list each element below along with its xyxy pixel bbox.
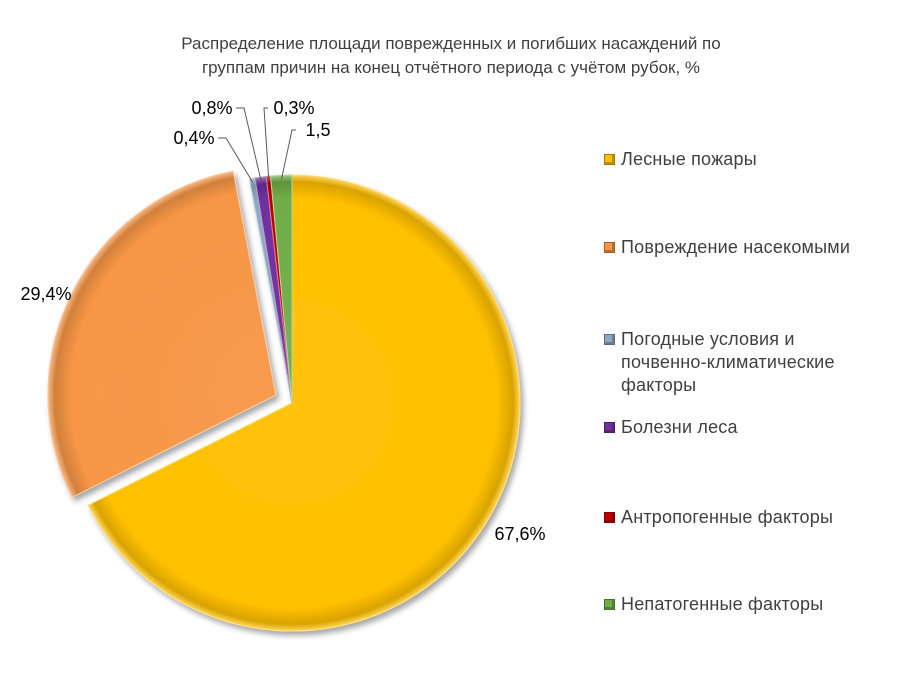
data-label: 0,8% bbox=[191, 98, 232, 118]
legend-label-line: Повреждение насекомыми bbox=[621, 237, 851, 257]
data-label: 1,5 bbox=[305, 120, 330, 140]
legend-label: Болезни леса bbox=[621, 416, 738, 439]
data-label: 67,6% bbox=[494, 524, 545, 544]
legend-item: Болезни леса bbox=[604, 416, 894, 439]
legend-label-line: факторы bbox=[621, 375, 697, 395]
legend-item: Лесные пожары bbox=[604, 148, 894, 171]
legend-swatch bbox=[604, 512, 615, 523]
legend-swatch bbox=[604, 422, 615, 433]
data-label: 0,3% bbox=[273, 98, 314, 118]
pie-slice bbox=[47, 170, 277, 498]
leader-line bbox=[236, 107, 262, 182]
legend-label-line: Непатогенные факторы bbox=[621, 594, 824, 614]
legend-swatch bbox=[604, 154, 615, 165]
legend-item: Повреждение насекомыми bbox=[604, 236, 894, 259]
pie-slice bbox=[87, 174, 521, 632]
data-label: 0,4% bbox=[173, 128, 214, 148]
pie-slice bbox=[269, 174, 293, 404]
legend-item: Непатогенные факторы bbox=[604, 593, 894, 616]
data-label: 29,4% bbox=[20, 284, 71, 304]
chart-title: Распределение площади поврежденных и пог… bbox=[0, 32, 902, 80]
legend-label: Погодные условия и почвенно-климатические… bbox=[621, 328, 835, 397]
legend-swatch bbox=[604, 242, 615, 253]
legend-label: Непатогенные факторы bbox=[621, 593, 823, 616]
legend-swatch bbox=[604, 334, 615, 345]
legend-swatch bbox=[604, 599, 615, 610]
legend-item: Погодные условия и почвенно-климатические… bbox=[604, 328, 894, 397]
leader-line bbox=[263, 107, 270, 181]
legend-label-line: Погодные условия и bbox=[621, 329, 795, 349]
chart-title-line: группам причин на конец отчётного период… bbox=[201, 58, 701, 77]
legend-label-line: Лесные пожары bbox=[621, 149, 757, 169]
legend-label: Лесные пожары bbox=[621, 148, 757, 171]
legend-label-line: почвенно-климатические bbox=[621, 352, 835, 372]
leader-line bbox=[218, 137, 254, 183]
legend-label-line: Антропогенные факторы bbox=[621, 507, 834, 527]
legend-item: Антропогенные факторы bbox=[604, 506, 894, 529]
leader-line bbox=[280, 129, 296, 180]
legend-label: Повреждение насекомыми bbox=[621, 236, 850, 259]
chart-title-line: Распределение площади поврежденных и пог… bbox=[181, 34, 721, 53]
legend-label-line: Болезни леса bbox=[621, 417, 738, 437]
legend-label: Антропогенные факторы bbox=[621, 506, 833, 529]
